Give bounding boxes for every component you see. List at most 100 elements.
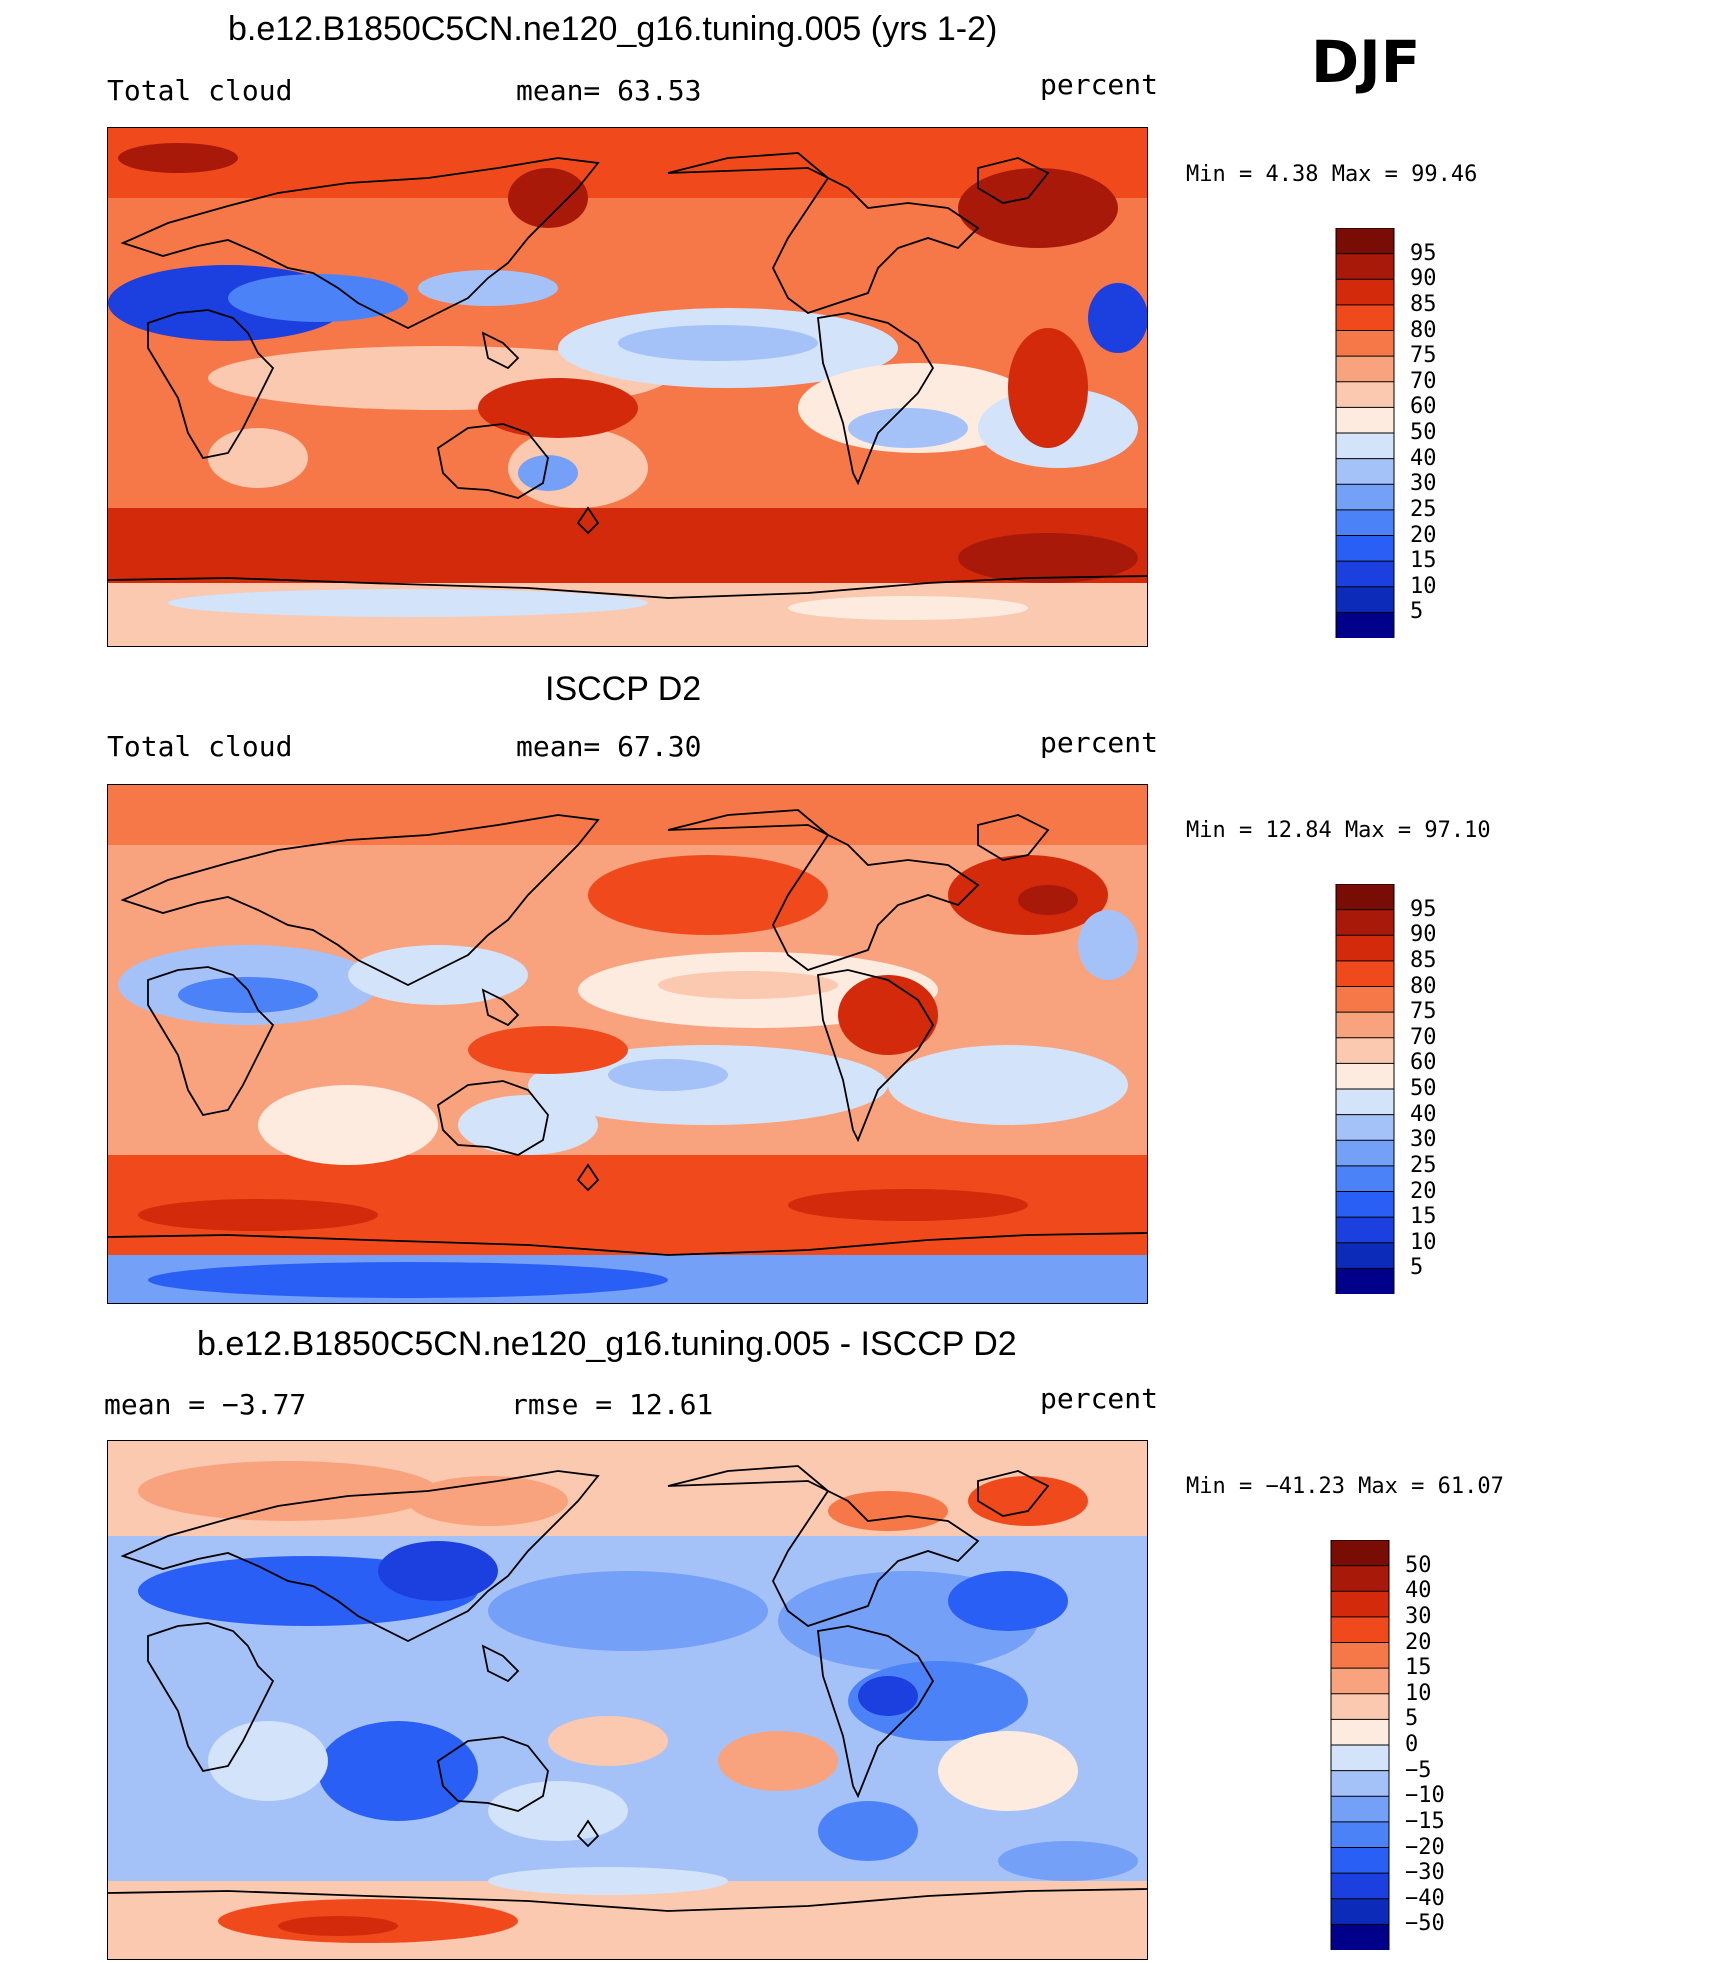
colorbar-swatch	[1335, 1037, 1395, 1065]
colorbar-level-label: −40	[1405, 1885, 1445, 1911]
panel-title: b.e12.B1850C5CN.ne120_g16.tuning.005 (yr…	[228, 10, 998, 48]
map-model-field	[108, 128, 1147, 646]
colorbar-swatch	[1335, 253, 1395, 281]
colorbar-swatch	[1335, 586, 1395, 614]
colorbar-level-label: 50	[1410, 420, 1437, 445]
colorbar-swatch	[1335, 1088, 1395, 1116]
colorbar-level-label: 15	[1405, 1655, 1432, 1681]
colorbar-level-label: −15	[1405, 1808, 1445, 1834]
season-label: DJF	[1311, 28, 1421, 96]
colorbar-swatch	[1335, 1114, 1395, 1142]
colorbar-swatch	[1335, 883, 1395, 911]
colorbar-level-label: 30	[1410, 471, 1437, 497]
colorbar-swatch	[1335, 304, 1395, 332]
colorbar-swatch	[1335, 406, 1395, 435]
colorbar-level-label: 75	[1410, 343, 1437, 369]
colorbar-swatch	[1335, 1267, 1395, 1296]
mean-label: mean= 63.53	[516, 74, 702, 107]
colorbar-swatch	[1335, 560, 1395, 588]
colorbar-level-label: 50	[1410, 1076, 1437, 1101]
colorbar-level-label: 50	[1405, 1552, 1432, 1578]
colorbar-diff-swatches	[1330, 1539, 1390, 1952]
colorbar-swatch	[1330, 1821, 1390, 1849]
colorbar-level-label: 70	[1410, 368, 1437, 394]
variable-label: Total cloud	[107, 74, 293, 107]
colorbar-model	[1335, 227, 1395, 640]
colorbar-level-label: −5	[1405, 1757, 1432, 1783]
colorbar-swatch	[1330, 1539, 1390, 1567]
colorbar-swatch	[1335, 381, 1395, 409]
colorbar-swatch	[1335, 278, 1395, 306]
colorbar-level-label: 5	[1405, 1706, 1419, 1732]
colorbar-diff	[1330, 1539, 1390, 1952]
colorbar-swatch	[1330, 1718, 1390, 1747]
colorbar-swatch	[1330, 1565, 1390, 1593]
colorbar-level-label: 80	[1410, 973, 1437, 999]
colorbar-level-label: 85	[1410, 291, 1437, 317]
colorbar-level-label: 30	[1410, 1127, 1437, 1153]
colorbar-swatch	[1335, 483, 1395, 511]
colorbar-swatch	[1335, 1139, 1395, 1167]
colorbar-swatch	[1335, 1242, 1395, 1270]
colorbar-swatch	[1335, 355, 1395, 383]
colorbar-swatch	[1330, 1847, 1390, 1875]
colorbar-level-label: 10	[1410, 1229, 1437, 1255]
colorbar-swatch	[1335, 934, 1395, 962]
map-model	[107, 127, 1148, 647]
colorbar-swatch	[1330, 1770, 1390, 1798]
rmse-label: rmse = 12.61	[511, 1388, 714, 1421]
colorbar-swatch	[1330, 1795, 1390, 1823]
colorbar-level-label: −20	[1405, 1834, 1445, 1860]
colorbar-level-label: 20	[1410, 1178, 1437, 1204]
colorbar-level-label: 15	[1410, 1204, 1437, 1230]
colorbar-level-label: 90	[1410, 922, 1437, 948]
colorbar-level-label: 20	[1405, 1629, 1432, 1655]
panel-title: b.e12.B1850C5CN.ne120_g16.tuning.005 - I…	[197, 1325, 1017, 1363]
colorbar-diff-labels: 50 40 30 20 15 10 5 0 −5 −10 −15 −20 −30 −40 −50	[1405, 1540, 1485, 1950]
map-obs-field	[108, 785, 1147, 1303]
colorbar-swatch	[1335, 1062, 1395, 1091]
minmax-text: Min = −41.23 Max = 61.07	[1186, 1474, 1504, 1499]
colorbar-level-label: −10	[1405, 1783, 1445, 1809]
colorbar-level-label: 25	[1410, 1152, 1437, 1178]
colorbar-level-label: 40	[1410, 1101, 1437, 1127]
colorbar-level-label: 30	[1405, 1603, 1432, 1629]
mean-label: mean = −3.77	[104, 1388, 307, 1421]
colorbar-level-label: −50	[1405, 1911, 1445, 1937]
colorbar-swatch	[1335, 1216, 1395, 1244]
colorbar-level-label: 15	[1410, 548, 1437, 574]
colorbar-swatch	[1335, 1011, 1395, 1039]
colorbar-swatch	[1335, 1165, 1395, 1193]
colorbar-swatch	[1330, 1693, 1390, 1721]
colorbar-level-label: 90	[1410, 266, 1437, 292]
colorbar-level-label: −30	[1405, 1860, 1445, 1886]
colorbar-level-label: 60	[1410, 394, 1437, 420]
colorbar-swatch	[1335, 960, 1395, 988]
colorbar-swatch	[1335, 611, 1395, 640]
colorbar-swatch	[1330, 1923, 1390, 1952]
minmax-text: Min = 4.38 Max = 99.46	[1186, 162, 1478, 187]
colorbar-swatch	[1335, 986, 1395, 1014]
mean-label: mean= 67.30	[516, 730, 702, 763]
variable-label: Total cloud	[107, 730, 293, 763]
colorbar-swatch	[1335, 330, 1395, 358]
colorbar-model-labels: 95 90 85 80 75 70 60 50 40 30 25 20 15 10 5	[1410, 228, 1470, 638]
colorbar-swatch	[1330, 1616, 1390, 1644]
colorbar-obs	[1335, 883, 1395, 1296]
colorbar-level-label: 10	[1410, 573, 1437, 599]
colorbar-swatch	[1330, 1642, 1390, 1670]
colorbar-swatch	[1335, 432, 1395, 460]
colorbar-level-label: 0	[1405, 1732, 1419, 1757]
colorbar-swatch	[1335, 1191, 1395, 1219]
colorbar-swatch	[1335, 509, 1395, 537]
colorbar-swatch	[1330, 1898, 1390, 1926]
colorbar-swatch	[1335, 535, 1395, 563]
colorbar-level-label: 5	[1410, 599, 1424, 625]
colorbar-level-label: 80	[1410, 317, 1437, 343]
colorbar-obs-swatches	[1335, 883, 1395, 1296]
colorbar-swatch	[1330, 1590, 1390, 1618]
panel-title: ISCCP D2	[545, 670, 702, 708]
units-label: percent	[1040, 68, 1159, 101]
colorbar-level-label: 70	[1410, 1024, 1437, 1050]
colorbar-swatch	[1335, 227, 1395, 255]
